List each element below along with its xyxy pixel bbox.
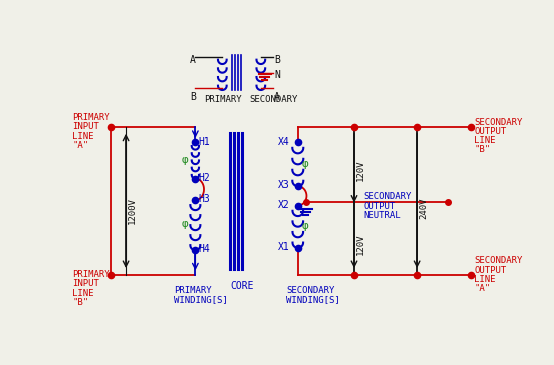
Text: INPUT: INPUT xyxy=(72,280,99,288)
Text: "A": "A" xyxy=(72,141,88,150)
Text: SECONDARY: SECONDARY xyxy=(363,192,412,201)
Text: CORE: CORE xyxy=(230,281,254,291)
Text: PRIMARY: PRIMARY xyxy=(174,285,212,295)
Text: X4: X4 xyxy=(278,137,290,147)
Text: "B": "B" xyxy=(72,298,88,307)
Text: LINE: LINE xyxy=(474,275,496,284)
Text: H2: H2 xyxy=(198,173,210,183)
Text: WINDING[S]: WINDING[S] xyxy=(174,295,228,304)
Text: 1200V: 1200V xyxy=(127,197,137,223)
Text: B: B xyxy=(190,92,196,102)
Text: LINE: LINE xyxy=(72,289,94,298)
Text: A: A xyxy=(274,92,280,102)
Text: INPUT: INPUT xyxy=(72,122,99,131)
Text: SECONDARY: SECONDARY xyxy=(474,118,522,127)
Text: N: N xyxy=(274,70,280,80)
Text: OUTPUT: OUTPUT xyxy=(474,127,506,136)
Text: X3: X3 xyxy=(278,180,290,191)
Text: 120V: 120V xyxy=(356,234,365,255)
Text: OUTPUT: OUTPUT xyxy=(474,266,506,274)
Text: PRIMARY: PRIMARY xyxy=(72,270,110,279)
Text: A: A xyxy=(190,55,196,65)
Text: "B": "B" xyxy=(474,145,490,154)
Text: LINE: LINE xyxy=(474,136,496,145)
Text: "A": "A" xyxy=(474,284,490,293)
Text: 120V: 120V xyxy=(356,160,365,181)
Text: LINE: LINE xyxy=(72,131,94,141)
Text: X1: X1 xyxy=(278,242,290,252)
Text: PRIMARY: PRIMARY xyxy=(204,95,242,104)
Text: X2: X2 xyxy=(278,200,290,210)
Text: SECONDARY: SECONDARY xyxy=(249,95,297,104)
Text: φ: φ xyxy=(301,158,309,169)
Text: H4: H4 xyxy=(198,245,210,254)
Text: φ: φ xyxy=(182,155,188,165)
Text: φ: φ xyxy=(182,219,188,229)
Text: H1: H1 xyxy=(198,137,210,147)
Text: OUTPUT: OUTPUT xyxy=(363,201,396,211)
Text: NEUTRAL: NEUTRAL xyxy=(363,211,401,220)
Text: WINDING[S]: WINDING[S] xyxy=(286,295,340,304)
Text: 240V: 240V xyxy=(419,198,428,219)
Text: φ: φ xyxy=(301,221,309,231)
Text: PRIMARY: PRIMARY xyxy=(72,113,110,122)
Text: SECONDARY: SECONDARY xyxy=(286,285,335,295)
Text: SECONDARY: SECONDARY xyxy=(474,256,522,265)
Text: B: B xyxy=(274,55,280,65)
Text: H3: H3 xyxy=(198,194,210,204)
